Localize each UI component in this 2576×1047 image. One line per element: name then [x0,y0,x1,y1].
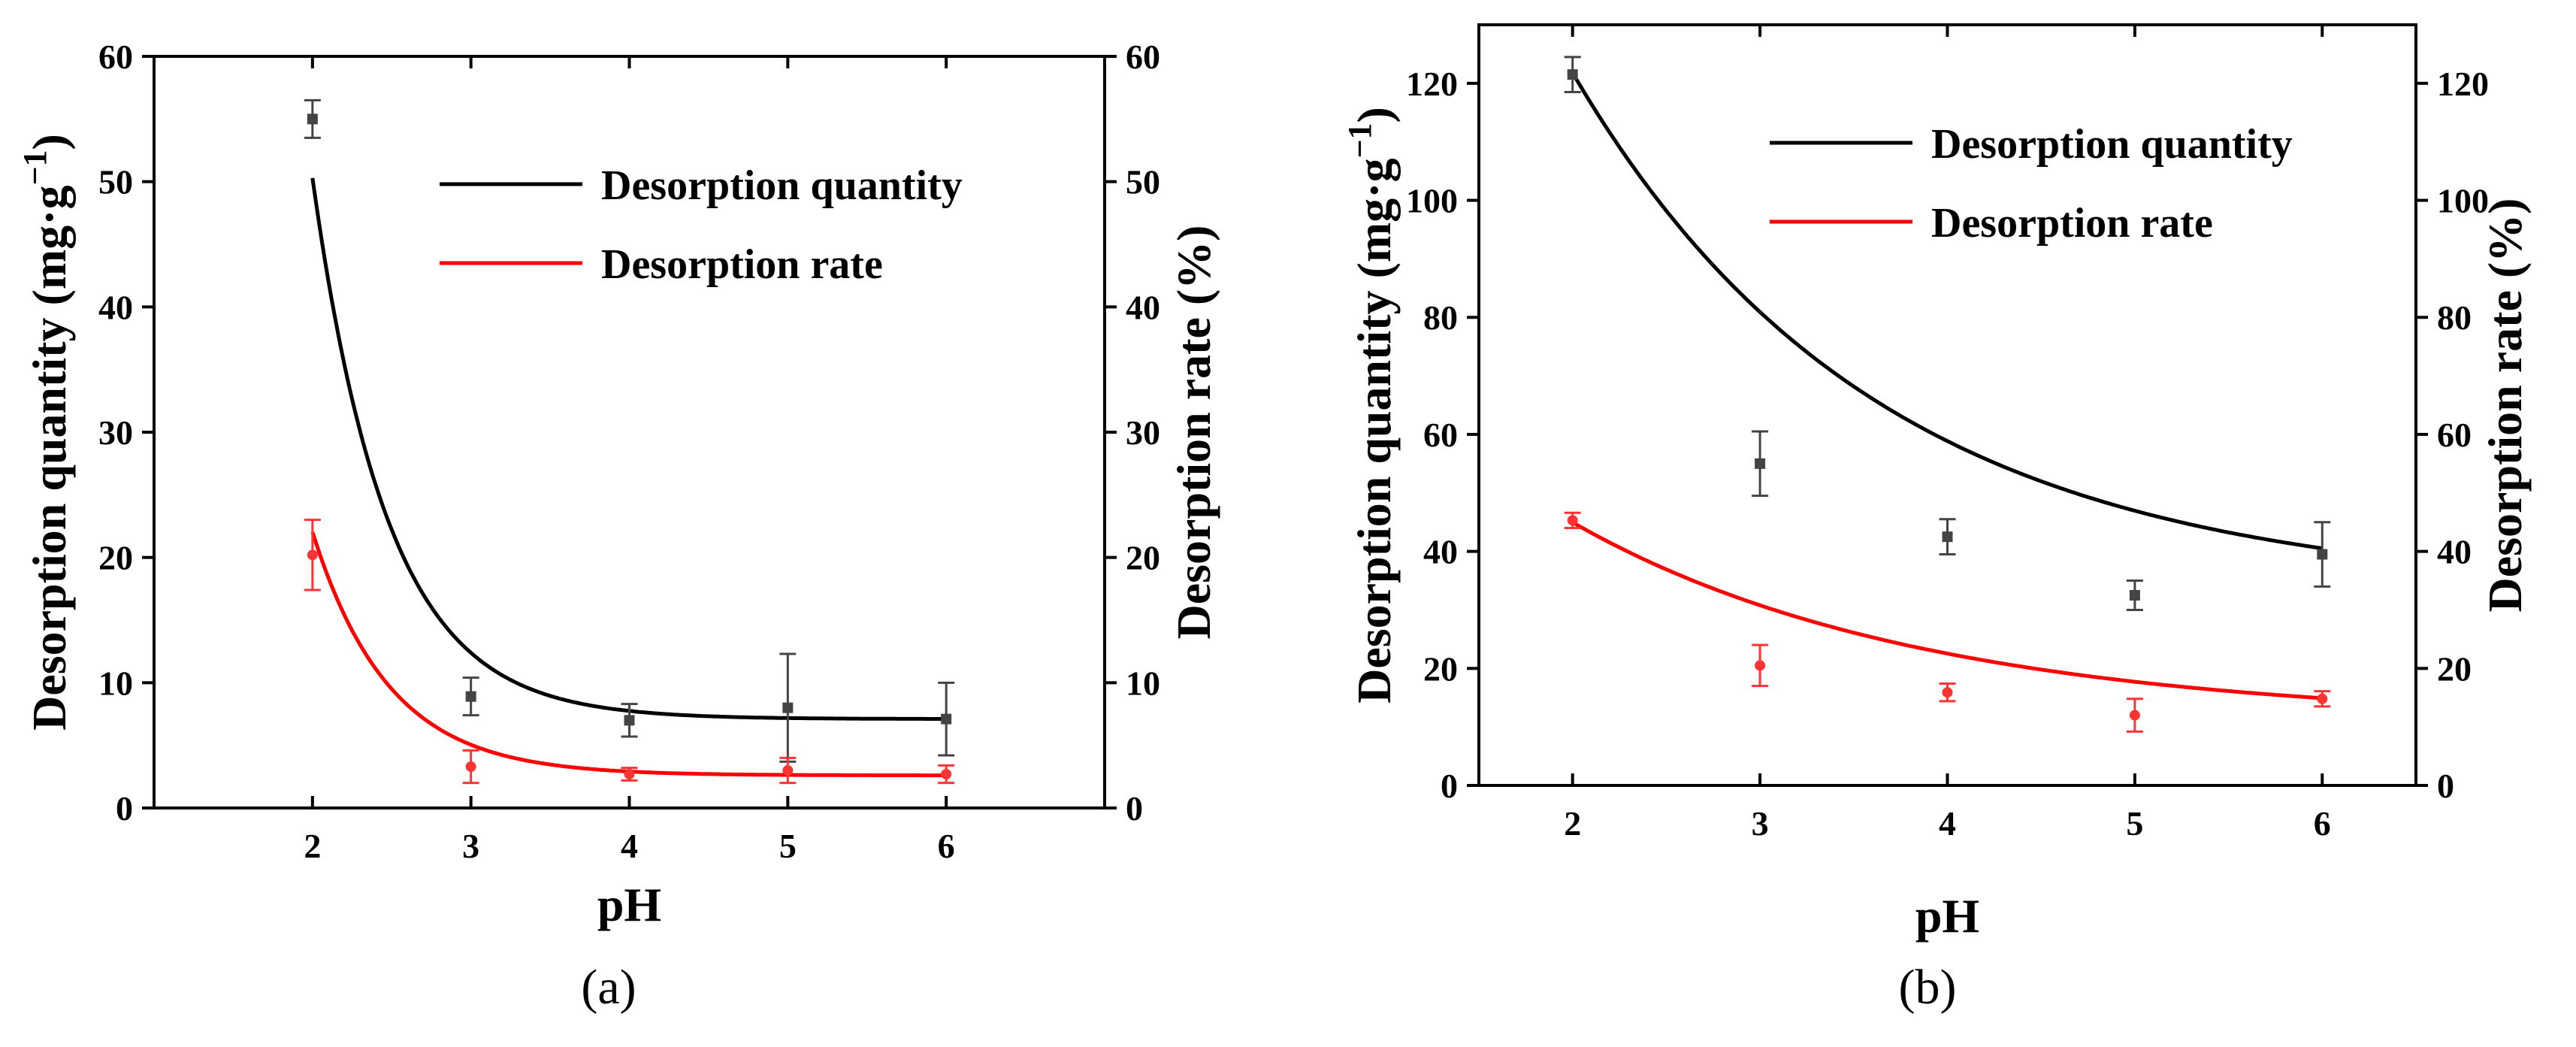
y-tick-label-right: 40 [2437,533,2472,571]
y-tick-label-left: 10 [98,664,133,702]
y-tick-label-right: 60 [1126,38,1160,76]
x-axis-label: pH [1915,889,1979,943]
fit-curve-0 [1571,71,2323,550]
y-tick-label-left: 20 [1423,649,1458,688]
x-tick-label: 3 [462,827,479,865]
y-tick-label-right: 10 [1126,664,1160,702]
data-point-square [2129,590,2140,601]
legend-label-1: Desorption rate [1931,200,2213,247]
y-tick-label-left: 30 [98,413,133,452]
x-tick-label: 3 [1752,804,1769,843]
data-point-circle [1755,660,1766,671]
y-tick-label-left: 80 [1423,298,1458,337]
x-tick-label: 5 [779,827,797,865]
y-tick-label-left: 0 [1441,767,1458,805]
y-tick-label-right: 30 [1126,413,1160,452]
x-tick-label: 2 [304,827,321,865]
y-axis-label-left: Desorption quantity (mg·g−1) [1341,107,1401,704]
x-tick-label: 2 [1564,804,1581,843]
legend-label-1: Desorption rate [601,241,883,288]
panel-caption: (b) [1899,960,1957,1015]
data-point-square [782,702,794,713]
y-tick-label-left: 40 [1423,533,1458,571]
data-point-circle [624,769,635,779]
data-point-square [465,691,476,702]
y-tick-label-left: 60 [1423,416,1458,454]
data-point-circle [2129,710,2140,721]
data-point-square [307,113,318,125]
y-tick-label-right: 120 [2437,65,2489,103]
data-point-circle [465,761,476,772]
data-point-square [1755,458,1766,469]
data-point-circle [782,765,794,776]
y-axis-label-right: Desorption rate (%) [2478,198,2532,613]
x-axis-label: pH [597,878,661,931]
y-tick-label-right: 100 [2437,182,2489,220]
data-point-circle [941,769,952,779]
y-tick-label-right: 60 [2437,416,2472,454]
legend-label-0: Desorption quantity [601,162,963,209]
data-point-circle [307,549,318,561]
data-point-square [1567,69,1578,80]
y-tick-label-right: 20 [1126,539,1160,577]
y-tick-label-right: 20 [2437,649,2472,688]
y-axis-label-right: Desorption rate (%) [1167,225,1220,640]
y-tick-label-right: 0 [2437,767,2454,805]
y-tick-label-left: 120 [1406,65,1458,103]
y-axis-label-left: Desorption quantity (mg·g−1) [17,134,76,731]
y-tick-label-left: 0 [116,789,133,828]
data-point-square [941,713,952,725]
data-point-circle [2317,693,2328,704]
y-tick-label-right: 80 [2437,298,2472,337]
data-point-square [624,715,635,726]
y-tick-label-left: 60 [98,38,133,76]
y-tick-label-right: 40 [1126,288,1160,326]
y-tick-label-right: 50 [1126,163,1160,201]
legend-label-0: Desorption quantity [1931,121,2293,168]
data-point-square [2317,549,2328,560]
x-tick-label: 6 [938,827,955,865]
x-tick-label: 6 [2314,804,2331,843]
data-point-circle [1942,687,1953,698]
y-tick-label-right: 0 [1126,789,1143,828]
fit-curve-1 [1571,520,2323,701]
y-tick-label-left: 50 [98,163,133,201]
x-tick-label: 4 [621,827,638,865]
x-tick-label: 4 [1939,804,1956,843]
y-tick-label-left: 20 [98,539,133,577]
panel-caption: (a) [581,960,636,1015]
y-tick-label-left: 100 [1406,182,1458,220]
y-tick-label-left: 40 [98,288,133,326]
data-point-square [1942,531,1953,543]
data-point-circle [1567,515,1578,526]
x-tick-label: 5 [2126,804,2143,843]
